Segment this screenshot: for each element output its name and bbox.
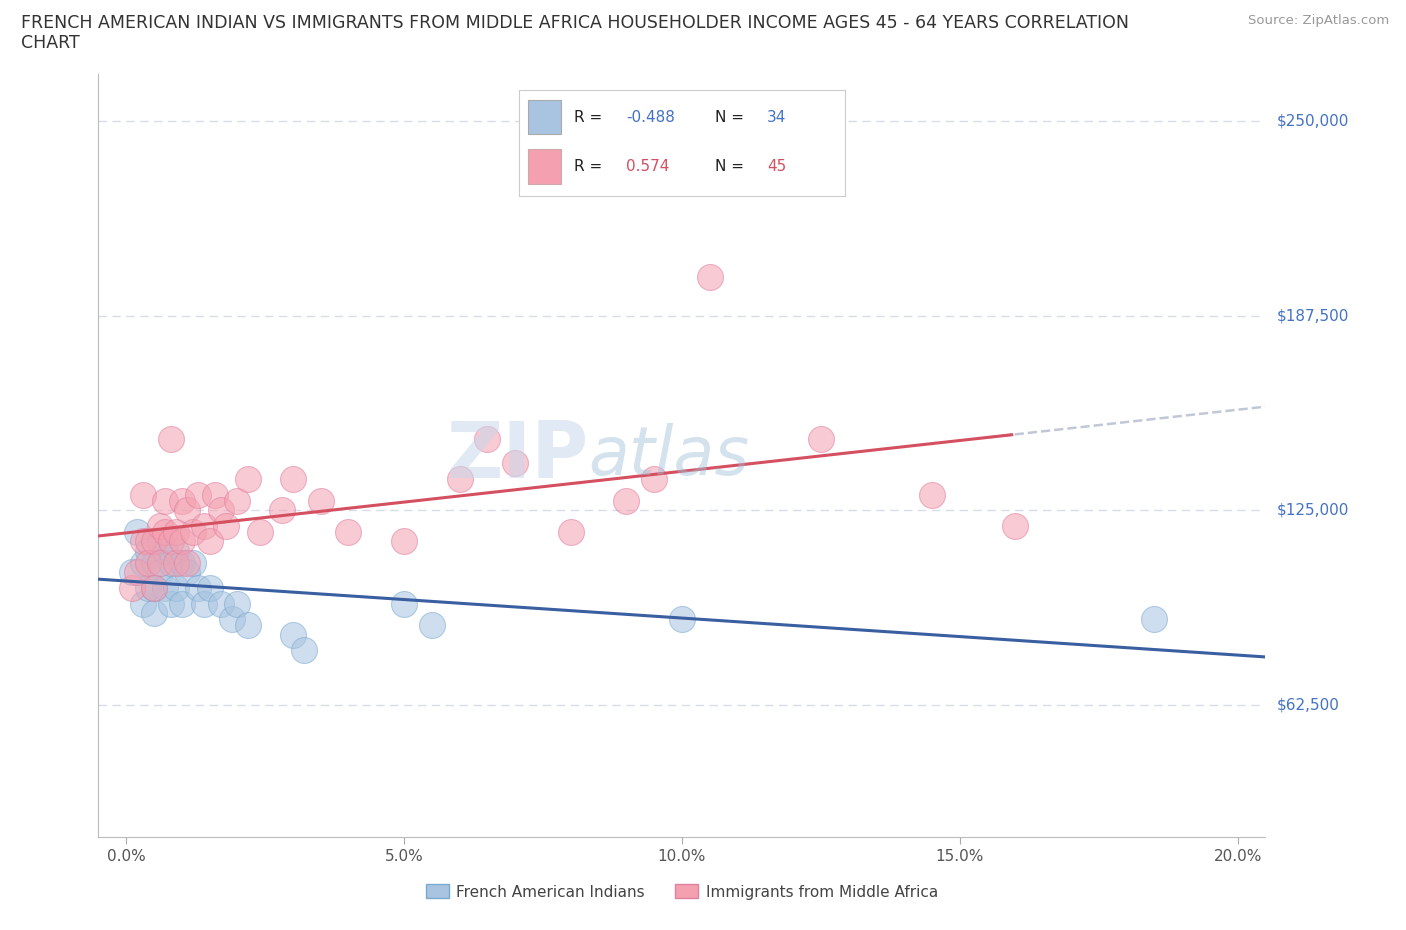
Point xyxy=(132,596,155,611)
Point xyxy=(148,555,170,570)
Point xyxy=(309,494,332,509)
Point xyxy=(165,543,187,558)
Point xyxy=(270,503,292,518)
Text: CHART: CHART xyxy=(21,34,80,52)
Point xyxy=(127,525,149,539)
Point xyxy=(170,596,193,611)
Legend: French American Indians, Immigrants from Middle Africa: French American Indians, Immigrants from… xyxy=(419,878,945,906)
Point xyxy=(159,555,181,570)
Point xyxy=(281,627,304,642)
Point xyxy=(643,472,665,486)
Point xyxy=(159,432,181,446)
Point xyxy=(477,432,499,446)
Point xyxy=(148,518,170,533)
Point xyxy=(921,487,943,502)
Point xyxy=(143,580,166,595)
Point xyxy=(281,472,304,486)
Point xyxy=(193,596,215,611)
Point xyxy=(671,612,693,627)
Text: ZIP: ZIP xyxy=(446,418,589,494)
Point xyxy=(198,534,221,549)
Point xyxy=(143,534,166,549)
Point xyxy=(249,525,271,539)
Point xyxy=(1143,612,1166,627)
Point xyxy=(187,580,209,595)
Point xyxy=(148,565,170,580)
Text: atlas: atlas xyxy=(589,423,749,488)
Point xyxy=(153,543,176,558)
Point xyxy=(138,555,160,570)
Point xyxy=(165,525,187,539)
Point xyxy=(143,605,166,620)
Point xyxy=(148,534,170,549)
Text: FRENCH AMERICAN INDIAN VS IMMIGRANTS FROM MIDDLE AFRICA HOUSEHOLDER INCOME AGES : FRENCH AMERICAN INDIAN VS IMMIGRANTS FRO… xyxy=(21,14,1129,32)
Point xyxy=(699,270,721,285)
Point xyxy=(153,580,176,595)
Point xyxy=(181,525,204,539)
Point xyxy=(392,596,415,611)
Point xyxy=(337,525,360,539)
Point xyxy=(165,580,187,595)
Point xyxy=(153,494,176,509)
Point xyxy=(165,555,187,570)
Point xyxy=(159,596,181,611)
Text: $125,000: $125,000 xyxy=(1277,503,1348,518)
Point xyxy=(392,534,415,549)
Point xyxy=(209,596,232,611)
Point xyxy=(614,494,637,509)
Point xyxy=(449,472,471,486)
Point xyxy=(170,555,193,570)
Point xyxy=(176,565,198,580)
Point xyxy=(176,555,198,570)
Text: Source: ZipAtlas.com: Source: ZipAtlas.com xyxy=(1249,14,1389,27)
Point xyxy=(170,534,193,549)
Point xyxy=(132,534,155,549)
Point xyxy=(132,487,155,502)
Point xyxy=(198,580,221,595)
Point xyxy=(127,565,149,580)
Point xyxy=(215,518,238,533)
Point xyxy=(1004,518,1026,533)
Point xyxy=(181,555,204,570)
Point xyxy=(138,543,160,558)
Point xyxy=(121,580,143,595)
Point xyxy=(226,596,249,611)
Point xyxy=(121,565,143,580)
Point xyxy=(221,612,243,627)
Point xyxy=(810,432,832,446)
Point xyxy=(204,487,226,502)
Point xyxy=(420,618,443,632)
Text: $250,000: $250,000 xyxy=(1277,113,1348,128)
Point xyxy=(143,555,166,570)
Text: $187,500: $187,500 xyxy=(1277,308,1348,323)
Point xyxy=(176,503,198,518)
Point xyxy=(226,494,249,509)
Point xyxy=(209,503,232,518)
Point xyxy=(238,472,260,486)
Point xyxy=(292,643,315,658)
Point xyxy=(138,580,160,595)
Point xyxy=(159,534,181,549)
Point xyxy=(193,518,215,533)
Point xyxy=(187,487,209,502)
Text: $62,500: $62,500 xyxy=(1277,698,1340,712)
Point xyxy=(153,525,176,539)
Point xyxy=(560,525,582,539)
Point xyxy=(143,580,166,595)
Point xyxy=(170,494,193,509)
Point xyxy=(138,534,160,549)
Point xyxy=(132,555,155,570)
Point xyxy=(238,618,260,632)
Point xyxy=(503,456,526,471)
